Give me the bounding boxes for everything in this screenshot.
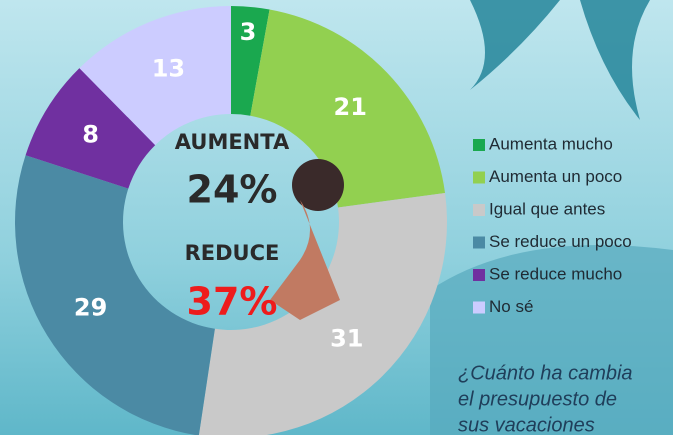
legend-swatch	[473, 301, 485, 314]
body	[270, 200, 340, 320]
center-label: AUMENTA	[175, 130, 290, 154]
donut-segment	[25, 68, 156, 189]
segment-label: 31	[330, 325, 363, 353]
legend-swatch	[473, 139, 485, 151]
palm-leaves	[470, 0, 650, 120]
legend-swatch	[473, 236, 485, 249]
legend-label: Igual que antes	[489, 199, 605, 218]
legend-swatch	[473, 171, 485, 184]
donut-segment	[15, 155, 215, 435]
segment-label: 29	[74, 294, 107, 322]
legend-label: No sé	[489, 297, 533, 316]
legend-label: Se reduce mucho	[489, 264, 622, 283]
question-line: sus vacaciones	[458, 414, 595, 435]
segment-label: 8	[82, 120, 99, 148]
legend-swatch	[473, 269, 485, 281]
legend-label: Aumenta un poco	[489, 167, 622, 186]
center-person	[270, 159, 344, 320]
center-percent: 37%	[187, 280, 278, 324]
hill	[430, 245, 673, 435]
legend-swatch	[473, 204, 485, 216]
hair	[292, 159, 344, 211]
segment-label: 13	[152, 54, 185, 82]
donut-segment	[79, 6, 231, 146]
donut-segment	[231, 6, 270, 116]
donut-segment	[198, 193, 447, 435]
question-line: el presupuesto de	[458, 388, 617, 410]
segment-label: 21	[334, 93, 367, 121]
legend-label: Se reduce un poco	[489, 232, 632, 251]
center-percent: 24%	[187, 168, 278, 212]
center-label: REDUCE	[185, 241, 280, 265]
segment-label: 3	[240, 18, 257, 46]
donut-segment	[250, 9, 446, 208]
question-line: ¿Cuánto ha cambia	[458, 362, 633, 384]
legend-label: Aumenta mucho	[489, 134, 613, 153]
